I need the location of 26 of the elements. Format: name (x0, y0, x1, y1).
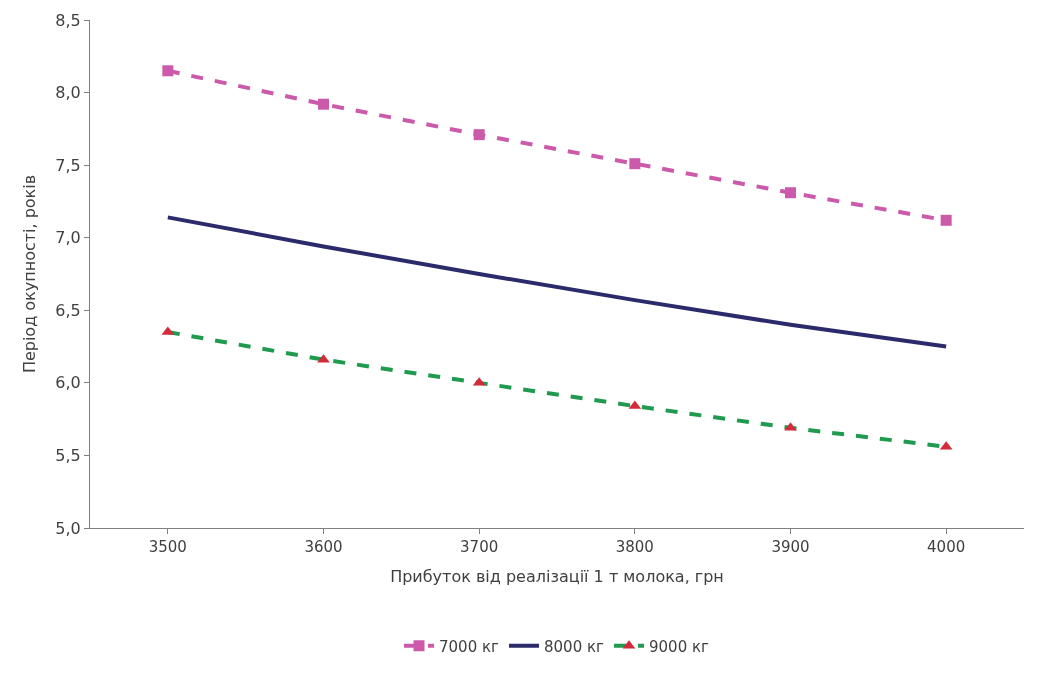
legend-label: 8000 кг (544, 637, 604, 656)
point (785, 187, 796, 199)
x-tick-label: 3600 (304, 538, 343, 556)
y-tick-label: 5,0 (55, 518, 81, 538)
x-tick-label: 3700 (460, 538, 499, 556)
x-tick-label: 3500 (148, 538, 187, 556)
point (629, 158, 641, 170)
y-axis-title: Період окупності, років (20, 174, 40, 374)
point (940, 214, 952, 226)
x-tick-label: 3800 (615, 538, 654, 556)
y-tick-label: 6,0 (55, 373, 81, 393)
x-tick-label: 3900 (771, 538, 810, 556)
point (318, 98, 329, 110)
legend-label: 7000 кг (439, 637, 499, 656)
y-tick-label: 7,0 (55, 228, 81, 248)
y-tick-label: 5,5 (55, 446, 81, 466)
x-axis-title: Прибуток від реалізації 1 т молока, грн (390, 566, 724, 586)
legend-label: 9000 кг (649, 637, 710, 656)
point (162, 65, 174, 77)
line-series (165, 215, 949, 349)
y-tick-label: 8,0 (55, 83, 81, 103)
y-tick-label: 8,5 (55, 10, 81, 30)
y-tick-label: 6,5 (55, 300, 81, 320)
x-tick-label: 4000 (927, 538, 966, 556)
point (473, 129, 485, 141)
y-tick-label: 7,5 (55, 155, 81, 175)
